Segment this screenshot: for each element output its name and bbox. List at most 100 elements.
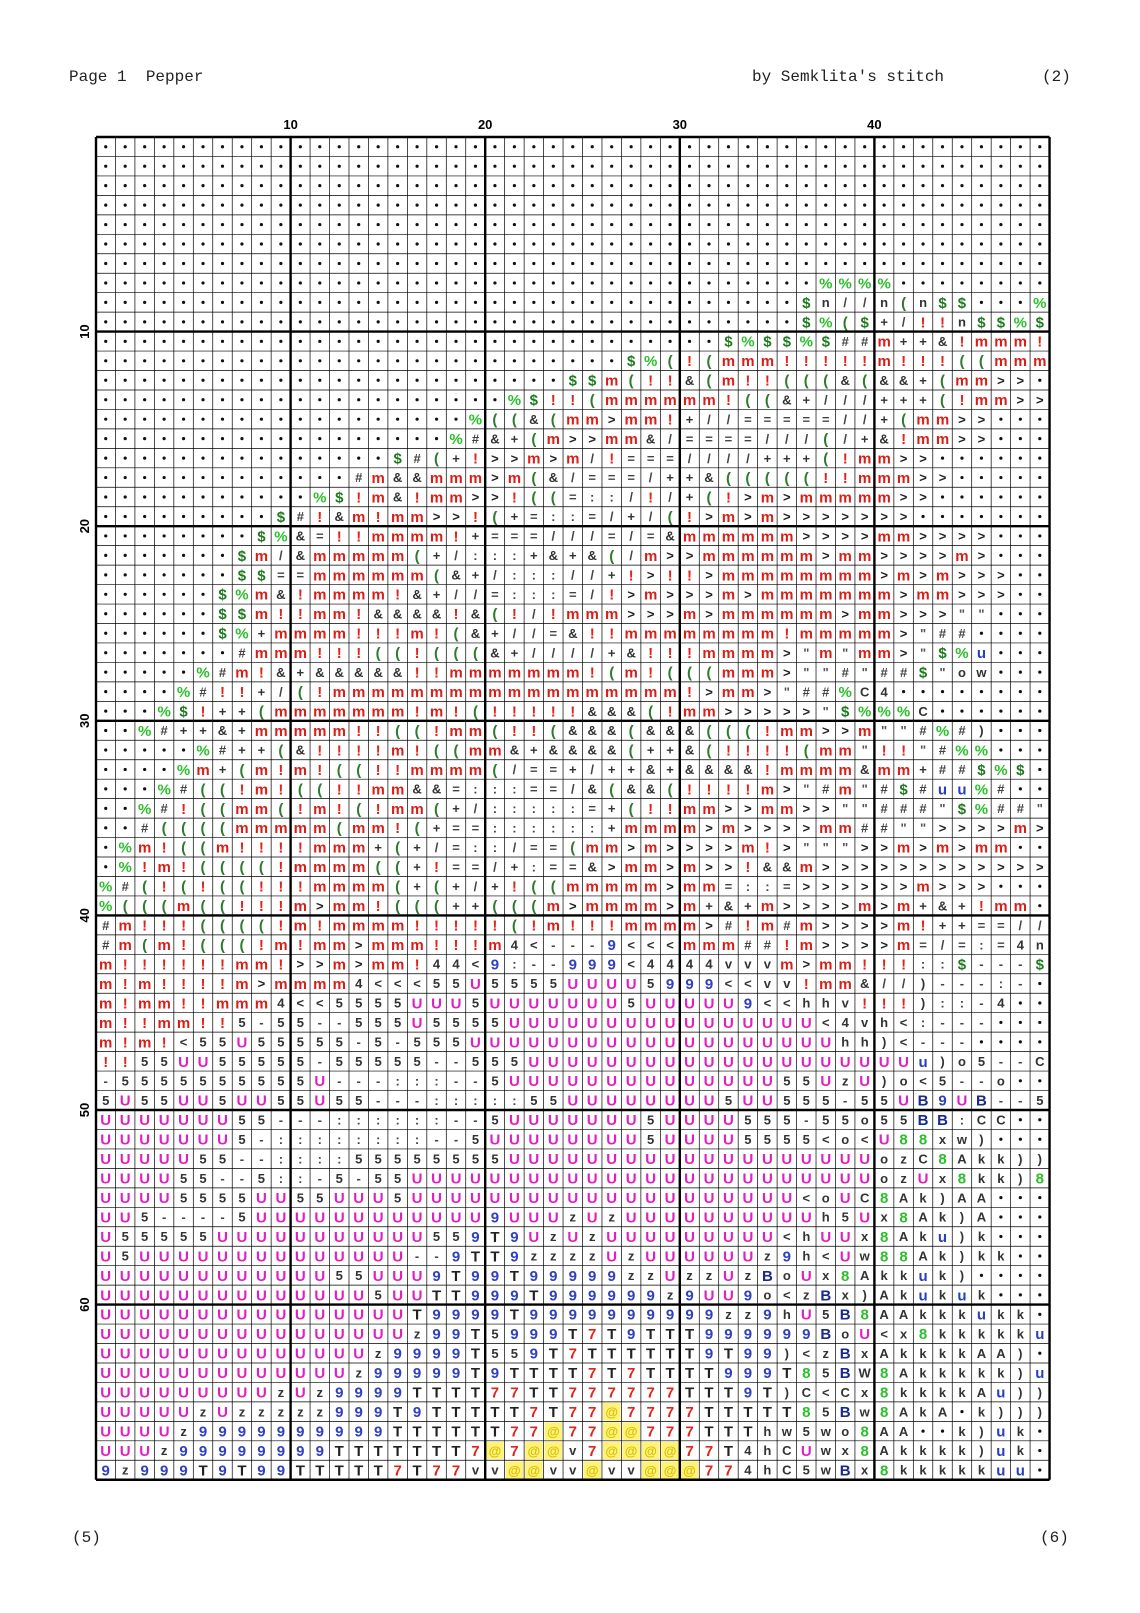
stitch-symbol: ( bbox=[959, 353, 964, 370]
stitch-symbol: ( bbox=[492, 762, 497, 779]
stitch-symbol: / bbox=[474, 801, 478, 816]
stitch-symbol: 8 bbox=[802, 1404, 810, 1421]
stitch-symbol: 5 bbox=[433, 1035, 440, 1050]
stitch-symbol: + bbox=[258, 743, 266, 758]
stitch-symbol: U bbox=[120, 1326, 131, 1343]
stitch-dot bbox=[337, 203, 341, 207]
stitch-dot bbox=[104, 164, 108, 168]
stitch-symbol: 5 bbox=[394, 1151, 401, 1166]
stitch-dot bbox=[1018, 631, 1022, 635]
stitch-symbol: m bbox=[508, 665, 521, 682]
stitch-symbol: ! bbox=[220, 684, 225, 701]
stitch-symbol: ( bbox=[356, 801, 361, 818]
stitch-symbol: A bbox=[899, 1307, 909, 1322]
stitch-dot bbox=[201, 164, 205, 168]
stitch-symbol: = bbox=[705, 431, 713, 446]
stitch-symbol: 5 bbox=[160, 1073, 167, 1088]
stitch-symbol: m bbox=[430, 703, 443, 720]
stitch-symbol: o bbox=[880, 1151, 888, 1166]
stitch-symbol: / bbox=[571, 470, 575, 485]
stitch-symbol: z bbox=[550, 1229, 557, 1244]
stitch-symbol: U bbox=[548, 1112, 559, 1129]
stitch-symbol: U bbox=[742, 1229, 753, 1246]
stitch-symbol: / bbox=[629, 548, 633, 563]
stitch-symbol: m bbox=[722, 567, 735, 584]
stitch-symbol: m bbox=[313, 976, 326, 993]
stitch-dot bbox=[318, 378, 322, 382]
stitch-dot bbox=[104, 690, 108, 694]
stitch-symbol: - bbox=[279, 1112, 283, 1127]
stitch-symbol: ) bbox=[785, 1346, 789, 1361]
stitch-symbol: 9 bbox=[335, 1404, 343, 1421]
stitch-symbol: & bbox=[685, 373, 694, 388]
stitch-symbol: m bbox=[235, 956, 248, 973]
stitch-symbol: 5 bbox=[881, 1112, 888, 1127]
stitch-dot bbox=[999, 709, 1003, 713]
stitch-dot bbox=[843, 203, 847, 207]
stitch-dot bbox=[415, 184, 419, 188]
stitch-symbol: 5 bbox=[491, 1151, 498, 1166]
stitch-symbol: > bbox=[958, 879, 966, 894]
stitch-symbol: w bbox=[781, 1424, 793, 1439]
stitch-symbol: ) bbox=[960, 1210, 964, 1225]
stitch-symbol: m bbox=[371, 703, 384, 720]
stitch-symbol: m bbox=[761, 626, 774, 643]
stitch-dot bbox=[999, 1137, 1003, 1141]
stitch-dot bbox=[687, 242, 692, 246]
stitch-dot bbox=[104, 222, 108, 227]
stitch-symbol: $ bbox=[724, 334, 733, 351]
stitch-symbol: 9 bbox=[763, 1365, 771, 1382]
stitch-dot bbox=[357, 398, 361, 402]
stitch-dot bbox=[162, 553, 166, 557]
stitch-dot bbox=[104, 670, 108, 674]
stitch-symbol: ! bbox=[376, 626, 381, 643]
stitch-symbol: ! bbox=[551, 392, 556, 409]
stitch-symbol: m bbox=[119, 937, 132, 954]
stitch-symbol: + bbox=[258, 684, 266, 699]
stitch-dot bbox=[162, 359, 166, 363]
stitch-dot bbox=[999, 748, 1003, 752]
stitch-symbol: > bbox=[997, 373, 1005, 388]
stitch-dot bbox=[571, 184, 575, 188]
stitch-symbol: m bbox=[683, 801, 696, 818]
stitch-symbol: ! bbox=[162, 956, 167, 973]
stitch-dot bbox=[181, 417, 186, 421]
stitch-symbol: # bbox=[122, 879, 130, 894]
stitch-dot bbox=[415, 378, 419, 382]
stitch-symbol: 5 bbox=[277, 1073, 284, 1088]
stitch-dot bbox=[726, 320, 731, 324]
stitch-symbol: - bbox=[940, 976, 944, 991]
stitch-dot bbox=[999, 1195, 1003, 1200]
stitch-symbol: m bbox=[761, 898, 774, 915]
stitch-symbol: U bbox=[567, 1034, 578, 1051]
stitch-symbol: m bbox=[839, 548, 852, 565]
stitch-symbol: ( bbox=[142, 879, 147, 896]
stitch-dot bbox=[143, 456, 147, 460]
stitch-symbol: U bbox=[606, 1054, 617, 1071]
stitch-symbol: - bbox=[1018, 957, 1022, 972]
stitch-dot bbox=[123, 690, 127, 694]
stitch-symbol: " bbox=[842, 801, 848, 816]
stitch-symbol: > bbox=[900, 587, 908, 602]
stitch-dot bbox=[785, 242, 789, 246]
stitch-dot bbox=[240, 398, 244, 402]
stitch-symbol: - bbox=[979, 1073, 983, 1088]
stitch-symbol: U bbox=[470, 1209, 481, 1226]
stitch-symbol: ( bbox=[940, 373, 945, 390]
stitch-symbol: 9 bbox=[510, 1287, 518, 1304]
stitch-symbol: ( bbox=[706, 723, 711, 740]
stitch-symbol: 9 bbox=[588, 1287, 596, 1304]
stitch-symbol: U bbox=[120, 1132, 131, 1149]
stitch-symbol: m bbox=[430, 684, 443, 701]
stitch-symbol: ! bbox=[356, 645, 361, 662]
stitch-symbol: m bbox=[644, 879, 657, 896]
stitch-symbol: : bbox=[493, 1093, 497, 1108]
stitch-symbol: ( bbox=[434, 742, 439, 759]
stitch-dot bbox=[765, 300, 769, 305]
stitch-symbol: & bbox=[607, 723, 616, 738]
stitch-symbol: / bbox=[532, 626, 536, 641]
stitch-symbol: U bbox=[567, 1015, 578, 1032]
stitch-symbol: : bbox=[960, 1112, 964, 1127]
stitch-symbol: : bbox=[532, 821, 536, 836]
stitch-symbol: & bbox=[743, 762, 752, 777]
